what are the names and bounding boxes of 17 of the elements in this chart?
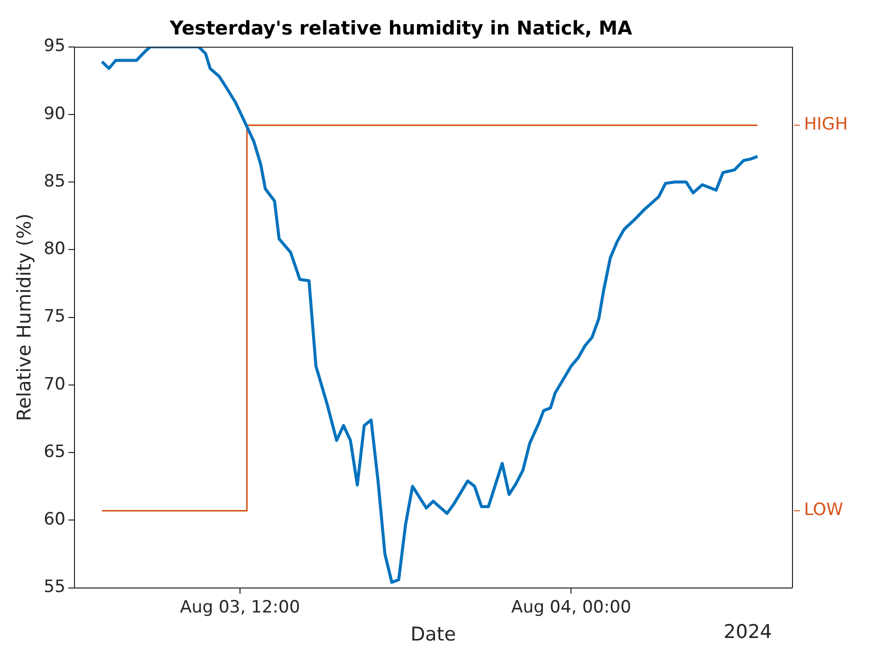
y-tick-label: 80: [44, 239, 66, 260]
x-tick-label: Aug 04, 00:00: [511, 597, 632, 618]
y-tick-label: 90: [44, 104, 66, 124]
text: LOW: [804, 500, 844, 520]
y-tick-label: 75: [44, 306, 66, 327]
y-tick-label: 85: [44, 171, 66, 192]
y-tick-label: 70: [44, 374, 66, 394]
x-tick-label: Aug 03, 12:00: [180, 597, 300, 618]
y-tick-label: 60: [44, 510, 66, 530]
x-axis-title: Date: [410, 624, 456, 646]
text: 2024: [724, 621, 772, 644]
y-tick-label: 55: [44, 577, 66, 598]
y-tick-label: 95: [44, 36, 66, 56]
chart-title: Yesterday's relative humidity in Natick, MA: [168, 17, 633, 40]
y-axis-title: Relative Humidity (%): [13, 213, 36, 422]
y-tick-label: 65: [44, 442, 66, 462]
text: HIGH: [804, 114, 848, 135]
